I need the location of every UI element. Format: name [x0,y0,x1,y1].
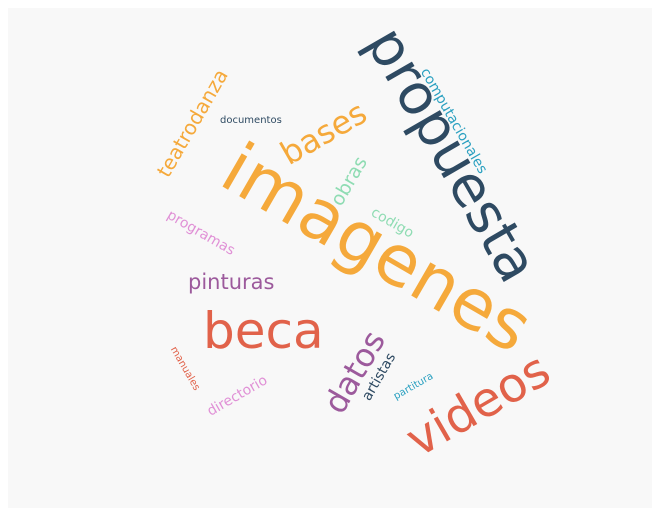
word-videos: videos [396,341,560,469]
word-cloud-canvas: imagenes propuesta beca videos datos bas… [8,8,652,508]
word-manuales: manuales [167,344,202,393]
word-beca: beca [203,302,324,360]
word-documentos: documentos [220,115,282,126]
word-partitura: partitura [391,370,436,403]
word-programas: programas [164,207,238,259]
word-directorio: directorio [204,372,271,420]
word-pinturas: pinturas [188,270,275,294]
